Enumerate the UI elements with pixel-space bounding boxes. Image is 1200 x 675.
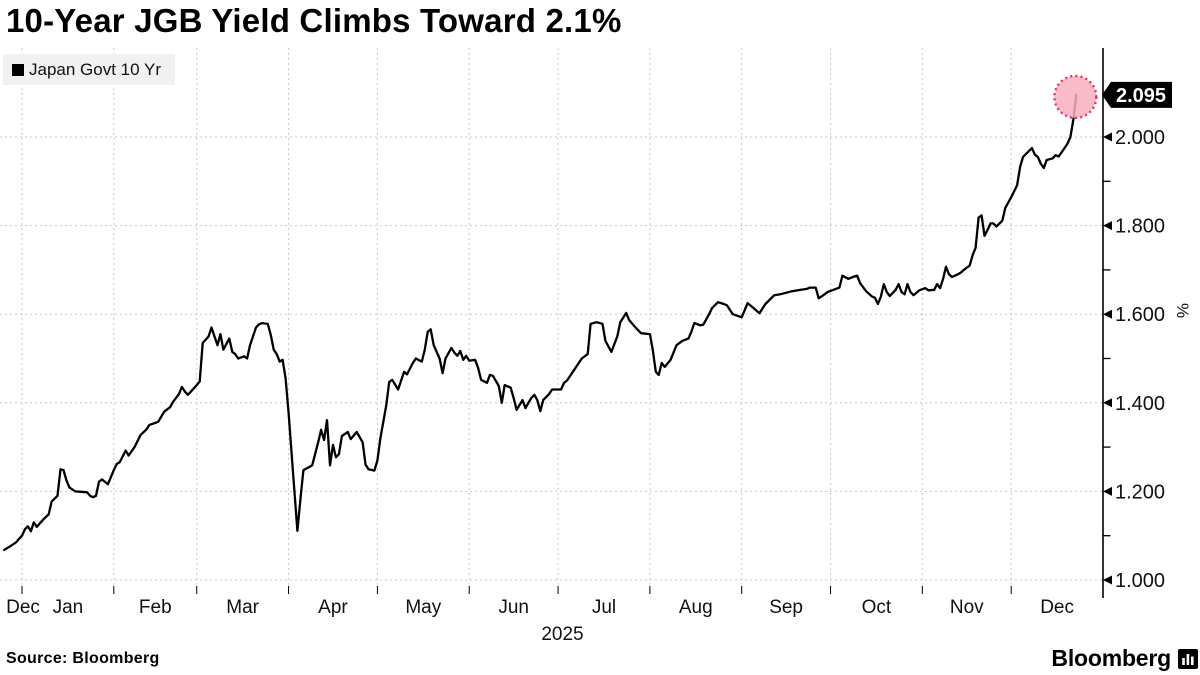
source-note: Source: Bloomberg: [6, 650, 160, 667]
y-tick-major: [1103, 486, 1112, 496]
y-axis-unit-label: %: [1173, 303, 1192, 319]
x-month-label: Nov: [950, 597, 984, 618]
series-line: [3, 93, 1078, 552]
last-point-highlight: [1053, 74, 1098, 120]
y-tick-major: [1103, 221, 1112, 231]
x-month-label: Dec: [1040, 597, 1074, 618]
y-tick-major: [1103, 132, 1112, 142]
y-tick-label: 2.000: [1115, 127, 1165, 149]
x-month-label: Aug: [679, 597, 713, 618]
x-year-label: 2025: [541, 624, 583, 645]
x-month-label: Feb: [139, 597, 172, 618]
x-month-label: Jun: [498, 597, 529, 618]
x-month-label: Apr: [318, 597, 348, 618]
y-tick-major: [1103, 575, 1112, 585]
x-month-label: Jan: [53, 597, 84, 618]
x-month-label: Sep: [769, 597, 803, 618]
y-tick-label: 1.000: [1115, 570, 1165, 592]
x-month-label: May: [405, 597, 441, 618]
y-tick-label: 1.200: [1115, 481, 1165, 503]
chart-title: 10-Year JGB Yield Climbs Toward 2.1%: [6, 2, 622, 39]
legend-label: Japan Govt 10 Yr: [29, 59, 161, 79]
x-month-label: Oct: [862, 597, 892, 618]
last-value-badge: [1102, 81, 1172, 108]
bloomberg-brand: Bloomberg: [1051, 645, 1198, 672]
y-tick-major: [1103, 309, 1112, 319]
x-month-label: Jul: [592, 597, 616, 618]
legend[interactable]: Japan Govt 10 Yr: [3, 54, 175, 85]
y-tick-label: 1.600: [1115, 304, 1165, 326]
y-tick-label: 1.800: [1115, 216, 1165, 238]
x-month-label: Mar: [226, 597, 259, 618]
last-value-badge-text: 2.095: [1116, 85, 1166, 107]
y-tick-label: 1.400: [1115, 393, 1165, 415]
y-tick-major: [1103, 398, 1112, 408]
bloomberg-wordmark: Bloomberg: [1051, 645, 1171, 671]
legend-marker-icon: [12, 63, 24, 76]
x-month-label: Dec: [6, 597, 40, 618]
bloomberg-logo-icon: [1178, 648, 1198, 669]
